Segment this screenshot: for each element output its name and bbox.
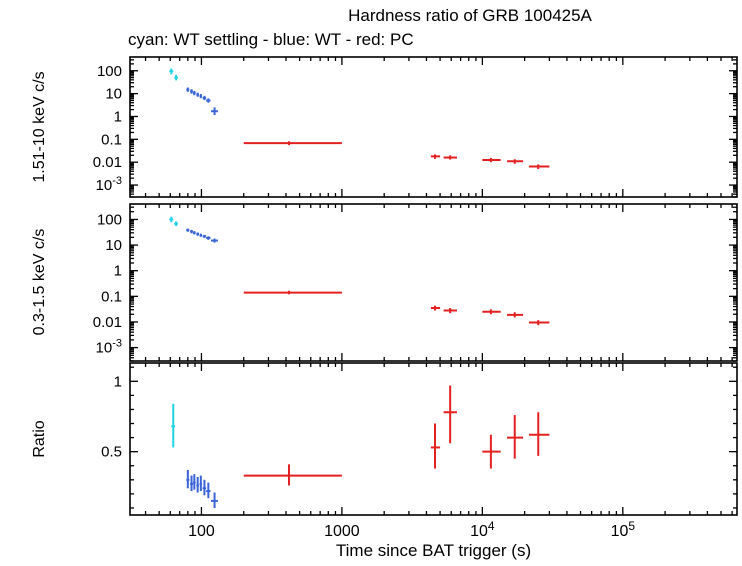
chart-legend: cyan: WT settling - blue: WT - red: PC xyxy=(128,30,414,49)
svg-text:10-3: 10-3 xyxy=(96,175,122,194)
svg-text:0.01: 0.01 xyxy=(93,314,122,331)
x-axis-label: Time since BAT trigger (s) xyxy=(335,541,532,560)
chart-title: Hardness ratio of GRB 100425A xyxy=(348,6,592,25)
svg-text:0.1: 0.1 xyxy=(101,288,122,305)
svg-text:100: 100 xyxy=(97,211,122,228)
svg-text:100: 100 xyxy=(97,63,122,80)
svg-text:10: 10 xyxy=(105,237,122,254)
svg-text:1000: 1000 xyxy=(324,523,360,540)
svg-text:0.1: 0.1 xyxy=(101,131,122,148)
svg-text:0.01: 0.01 xyxy=(93,154,122,171)
svg-text:104: 104 xyxy=(470,519,495,540)
svg-text:1: 1 xyxy=(114,263,122,280)
svg-text:105: 105 xyxy=(611,519,636,540)
svg-text:10-3: 10-3 xyxy=(96,338,122,357)
svg-text:1: 1 xyxy=(114,373,122,390)
svg-text:100: 100 xyxy=(188,523,215,540)
svg-text:10: 10 xyxy=(105,86,122,103)
y-axis-label-soft-band: 0.3-1.5 keV c/s xyxy=(31,228,48,336)
svg-text:1: 1 xyxy=(114,108,122,125)
svg-text:0.5: 0.5 xyxy=(101,444,122,461)
y-axis-label-hard-band: 1.51-10 keV c/s xyxy=(31,71,48,183)
y-axis-label-ratio: Ratio xyxy=(31,420,48,458)
